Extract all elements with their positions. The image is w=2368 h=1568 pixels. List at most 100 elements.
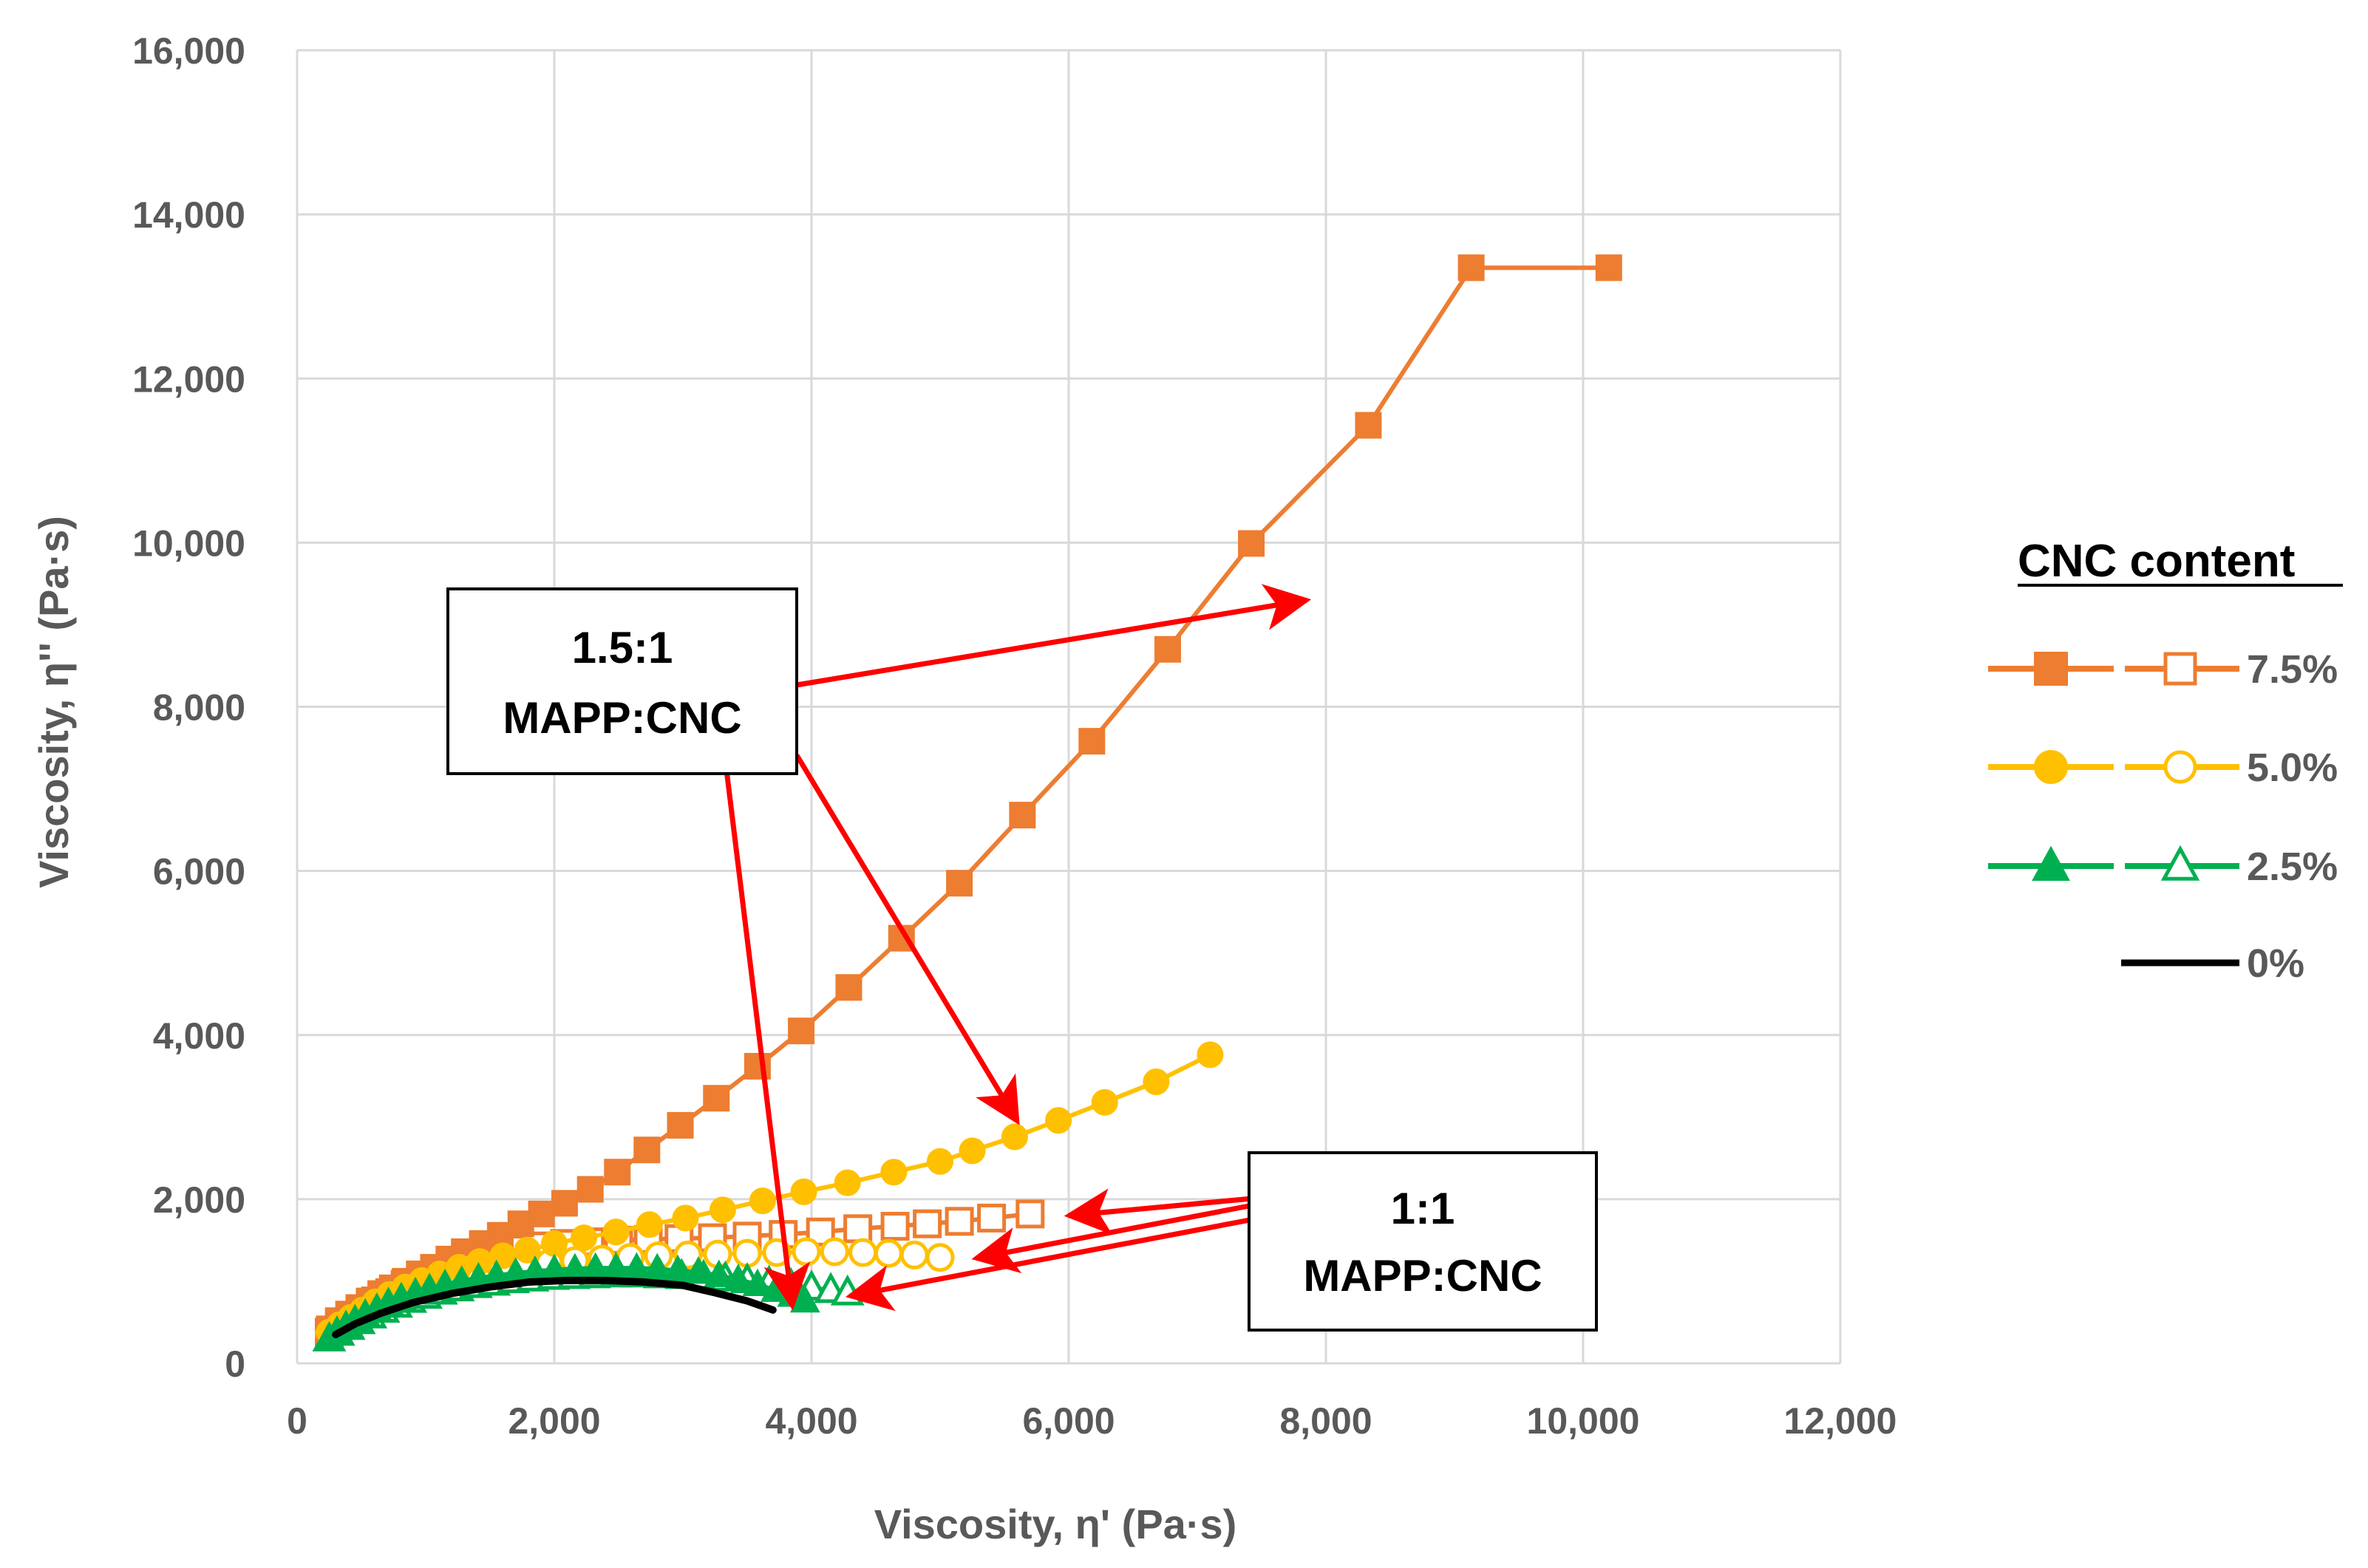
data-point bbox=[576, 1176, 604, 1203]
data-point bbox=[683, 1256, 714, 1284]
y-axis-title: Viscosity, η'' (Pa·s) bbox=[30, 516, 77, 888]
annotation-line1: 1.5:1 bbox=[572, 623, 673, 672]
x-axis-title: Viscosity, η' (Pa·s) bbox=[874, 1501, 1237, 1547]
data-series bbox=[312, 254, 1622, 1351]
data-point bbox=[1015, 1199, 1045, 1229]
data-point bbox=[604, 1159, 631, 1186]
y-tick-label: 14,000 bbox=[132, 194, 245, 236]
legend-marker bbox=[2034, 750, 2068, 784]
data-point bbox=[528, 1200, 555, 1227]
legend-entry: 5.0% bbox=[1988, 746, 2338, 790]
x-tick-label: 2,000 bbox=[508, 1400, 600, 1442]
data-point bbox=[848, 1238, 878, 1267]
data-point bbox=[835, 974, 863, 1001]
data-point bbox=[959, 1137, 986, 1165]
annotation-arrow bbox=[971, 1203, 1250, 1274]
data-point bbox=[1143, 1068, 1170, 1096]
x-tick-label: 0 bbox=[287, 1400, 307, 1442]
y-tick-label: 12,000 bbox=[132, 358, 245, 400]
legend-marker bbox=[2163, 652, 2197, 686]
annotation-box bbox=[1248, 1151, 1598, 1332]
data-point bbox=[1045, 1107, 1072, 1134]
legend-marker bbox=[2034, 652, 2068, 686]
data-point bbox=[880, 1159, 908, 1186]
data-point bbox=[672, 1204, 699, 1232]
data-point bbox=[1355, 412, 1382, 439]
data-point bbox=[1457, 254, 1485, 282]
data-point bbox=[925, 1243, 955, 1272]
data-point bbox=[874, 1238, 903, 1268]
data-point bbox=[1595, 254, 1622, 282]
annotation-arrows bbox=[724, 584, 1312, 1312]
annotation-arrow bbox=[796, 584, 1312, 688]
y-tick-label: 16,000 bbox=[132, 30, 245, 72]
data-point bbox=[946, 870, 973, 897]
legend: CNC content 7.5% 5.0% 2.5% 0% bbox=[1988, 536, 2343, 986]
data-point bbox=[1238, 530, 1265, 557]
legend-label: 0% bbox=[2247, 941, 2304, 986]
data-point bbox=[541, 1230, 568, 1257]
annotation-arrow bbox=[724, 773, 811, 1311]
data-point bbox=[1078, 728, 1106, 755]
annotation-line2: MAPP:CNC bbox=[503, 693, 741, 743]
series-line bbox=[332, 1276, 777, 1339]
annotation-arrow bbox=[1064, 1188, 1250, 1235]
legend-label: 2.5% bbox=[2247, 845, 2338, 889]
data-point bbox=[834, 1169, 861, 1196]
data-point bbox=[551, 1190, 578, 1217]
legend-title: CNC content bbox=[2018, 536, 2295, 587]
annotation-arrow bbox=[795, 754, 1020, 1125]
data-point bbox=[723, 1264, 754, 1292]
data-point bbox=[1154, 635, 1181, 663]
data-point bbox=[927, 1148, 953, 1175]
data-point bbox=[913, 1209, 942, 1238]
y-tick-label: 0 bbox=[225, 1343, 245, 1385]
y-tick-label: 6,000 bbox=[153, 851, 245, 893]
x-tick-label: 8,000 bbox=[1279, 1400, 1372, 1442]
x-tick-label: 6,000 bbox=[1022, 1400, 1115, 1442]
data-point bbox=[571, 1224, 598, 1252]
legend-label: 7.5% bbox=[2247, 647, 2338, 692]
legend-marker bbox=[2032, 845, 2070, 881]
annotation-line1: 1:1 bbox=[1391, 1184, 1455, 1233]
y-tick-label: 8,000 bbox=[153, 687, 245, 729]
data-point bbox=[945, 1207, 974, 1236]
x-tick-label: 4,000 bbox=[765, 1400, 857, 1442]
data-point bbox=[843, 1214, 873, 1244]
data-point bbox=[709, 1196, 736, 1224]
data-point bbox=[514, 1236, 541, 1264]
series-6 bbox=[332, 1276, 777, 1339]
ann-1-5-to-1: 1.5:1 MAPP:CNC bbox=[446, 587, 798, 775]
data-point bbox=[1197, 1041, 1224, 1068]
legend-entry: 0% bbox=[2121, 941, 2304, 986]
y-tick-label: 2,000 bbox=[153, 1179, 245, 1221]
data-point bbox=[899, 1240, 929, 1269]
data-point bbox=[636, 1211, 663, 1238]
series-4 bbox=[314, 1252, 820, 1349]
data-point bbox=[749, 1187, 776, 1215]
data-point bbox=[792, 1237, 821, 1267]
data-point bbox=[820, 1237, 849, 1267]
y-tick-label: 10,000 bbox=[132, 522, 245, 564]
data-point bbox=[977, 1203, 1007, 1233]
legend-marker bbox=[2160, 845, 2200, 881]
legend-entry: 7.5% bbox=[1988, 647, 2338, 692]
legend-marker bbox=[2163, 750, 2197, 784]
data-point bbox=[1009, 802, 1036, 829]
y-tick-label: 4,000 bbox=[153, 1015, 245, 1057]
annotation-box bbox=[446, 587, 798, 775]
data-point bbox=[667, 1111, 694, 1139]
annotations: 1.5:1 MAPP:CNC 1:1 MAPP:CNC bbox=[446, 587, 1598, 1332]
axes: 0 2,000 4,000 6,000 8,000 10,000 12,000 14,000 1… bbox=[132, 30, 1896, 1442]
data-point bbox=[788, 1018, 815, 1045]
data-point bbox=[602, 1218, 630, 1246]
data-point bbox=[703, 1085, 730, 1112]
data-point bbox=[880, 1212, 910, 1241]
x-tick-label: 10,000 bbox=[1527, 1400, 1640, 1442]
grid bbox=[296, 49, 1842, 1365]
data-point bbox=[633, 1136, 661, 1164]
data-point bbox=[1091, 1088, 1118, 1116]
data-point bbox=[790, 1178, 817, 1205]
ann-1-to-1: 1:1 MAPP:CNC bbox=[1248, 1151, 1598, 1332]
